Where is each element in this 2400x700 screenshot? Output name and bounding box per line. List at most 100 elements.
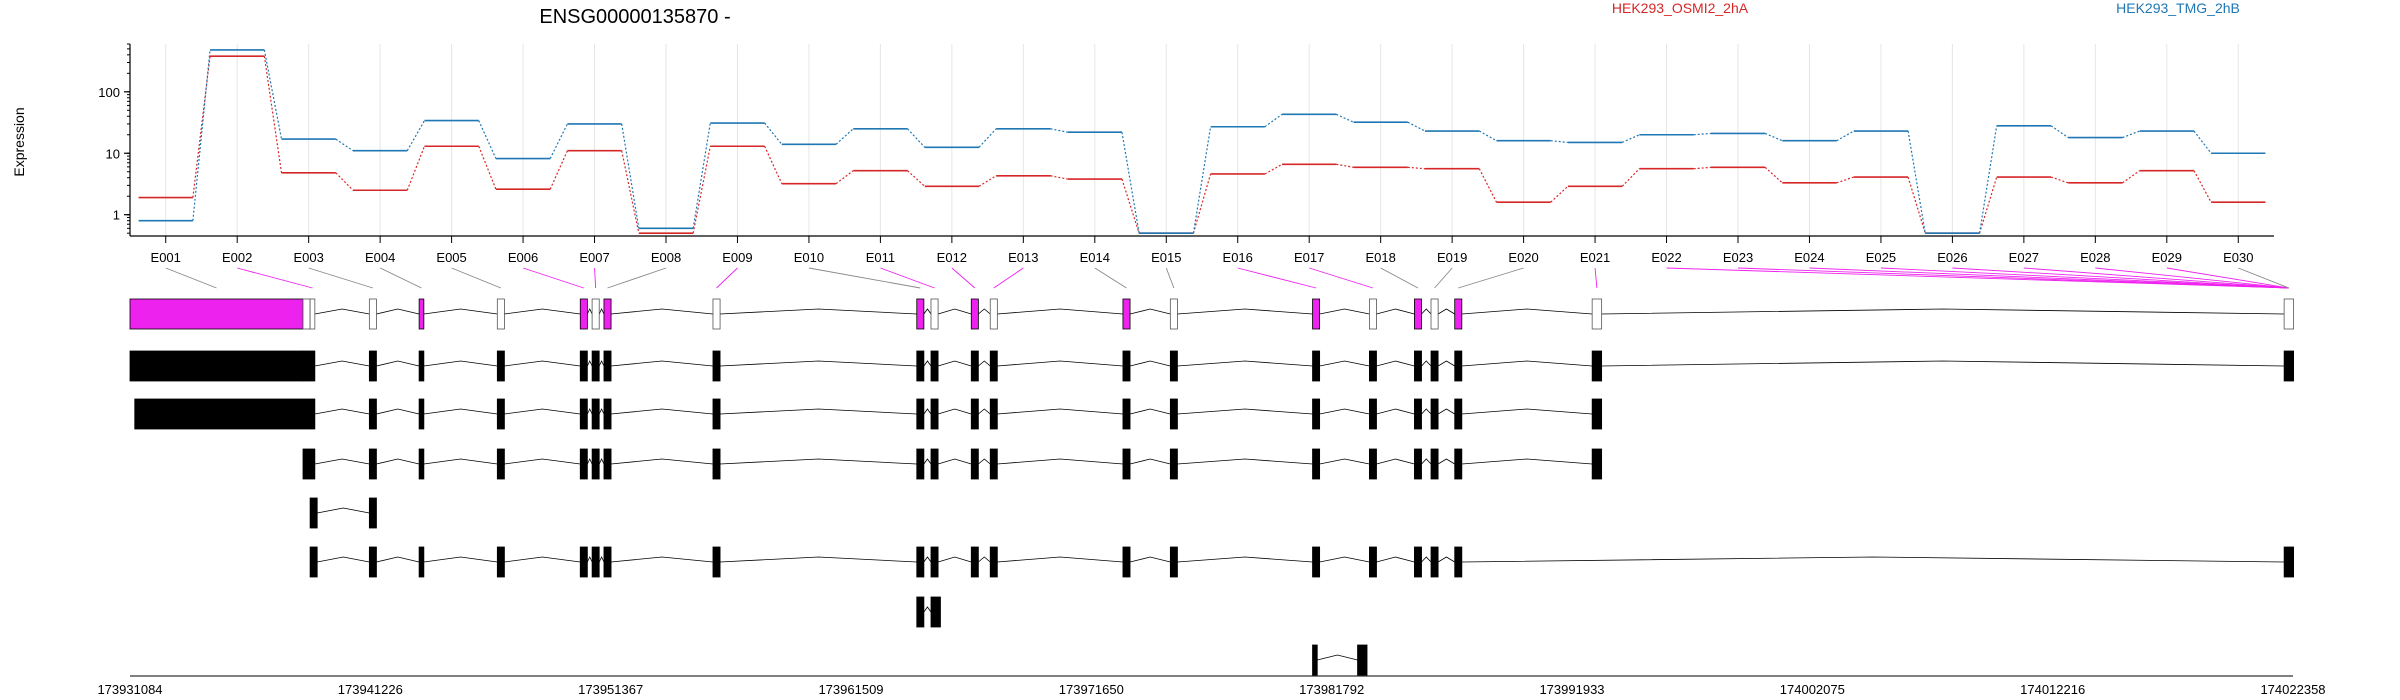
intron-line (1129, 408, 1171, 415)
exon-connector (1809, 267, 2289, 289)
exon-label: E019 (1437, 250, 1467, 265)
series-connector (263, 56, 283, 173)
intron-line (1319, 556, 1370, 563)
exon-connector (594, 267, 597, 289)
series-connector (263, 49, 283, 140)
intron-line (937, 360, 972, 367)
exon-block (418, 350, 425, 382)
series-connector (1764, 132, 1783, 142)
series-connector (1693, 166, 1711, 170)
series-connector (1336, 163, 1354, 168)
exon-block (368, 298, 377, 330)
exon-block (1591, 448, 1603, 480)
series-HEK293_TMG_2hB (138, 49, 2266, 234)
transcript-1 (129, 350, 2295, 382)
exon-block (1430, 398, 1439, 430)
exon-block (1122, 298, 1131, 330)
intron-line (504, 408, 581, 415)
exon-block (579, 298, 588, 330)
series-connector (1550, 140, 1568, 144)
exon-block (496, 546, 505, 578)
exon-block (1368, 546, 1377, 578)
exon-block (1169, 546, 1178, 578)
exon-block (916, 448, 925, 480)
legend-entry-osmi2: HEK293_OSMI2_2hA (1612, 0, 1749, 16)
intron-line (937, 308, 972, 315)
exon-label: E010 (794, 250, 824, 265)
series-connector (2050, 125, 2069, 139)
series-connector (978, 175, 997, 187)
intron-line (923, 556, 932, 563)
exon-block (930, 298, 939, 330)
exon-block (579, 448, 588, 480)
exon-block (579, 398, 588, 430)
exon-block (1312, 448, 1321, 480)
intron-line (504, 458, 581, 465)
exon-block (418, 398, 425, 430)
exon-connector (1737, 267, 2289, 289)
exon-block (1368, 350, 1377, 382)
exon-connector (1380, 267, 1419, 289)
y-axis: 1 10 100 (98, 43, 131, 236)
series-HEK293_OSMI2_2hA (138, 55, 2266, 234)
exon-block (930, 546, 939, 578)
exon-block (309, 497, 318, 529)
exon-block (1169, 298, 1178, 330)
series-connector (1836, 176, 1854, 184)
exon-connector (1309, 267, 1374, 289)
intron-line (1461, 556, 2285, 563)
exon-block (2283, 350, 2295, 382)
intron-line (1319, 408, 1370, 415)
intron-line (1129, 308, 1171, 315)
intron-line (317, 507, 370, 514)
intron-line (1177, 458, 1313, 465)
intron-line (923, 308, 932, 315)
intron-line (978, 458, 991, 465)
exon-block (1312, 546, 1321, 578)
intron-line (423, 408, 498, 415)
exon-label: E011 (866, 250, 895, 265)
coordinate-label: 173991933 (1539, 682, 1604, 697)
exon-block (591, 350, 600, 382)
exon-block (603, 546, 612, 578)
intron-line (611, 308, 714, 315)
exon-block (970, 448, 979, 480)
exon-connector (716, 267, 738, 289)
exon-connector (1458, 267, 1524, 289)
series-connector (335, 138, 354, 152)
exon-connector (308, 267, 374, 289)
exon-connector-lines (165, 267, 2290, 289)
exon-block (418, 298, 425, 330)
series-connector (2193, 130, 2212, 154)
intron-line (587, 408, 593, 415)
exon-label: E018 (1365, 250, 1395, 265)
intron-line (423, 556, 498, 563)
transcript-5 (309, 546, 2295, 578)
exon-block (989, 298, 998, 330)
exon-block (309, 350, 316, 382)
exon-block (1430, 298, 1439, 330)
series-connector (907, 170, 926, 187)
exon-block (603, 448, 612, 480)
coordinate-label: 173941226 (338, 682, 403, 697)
series-connector (2193, 170, 2212, 203)
exon-label: E001 (151, 250, 181, 265)
exon-block (496, 448, 505, 480)
series-connector (335, 172, 354, 191)
intron-line (1461, 360, 1593, 367)
exon-connector (1094, 267, 1127, 289)
exon-block (1414, 350, 1422, 382)
intron-line (587, 556, 593, 563)
coordinate-label: 173951367 (578, 682, 643, 697)
exon-block (2283, 546, 2295, 578)
intron-line (423, 308, 498, 315)
intron-line (1601, 360, 2285, 367)
exon-label: E012 (937, 250, 967, 265)
series-connector (2122, 170, 2140, 184)
exon-block (129, 350, 304, 382)
intron-line (978, 308, 991, 315)
series-connector (1192, 173, 1212, 234)
exon-block (1312, 298, 1321, 330)
exon-block (989, 448, 998, 480)
